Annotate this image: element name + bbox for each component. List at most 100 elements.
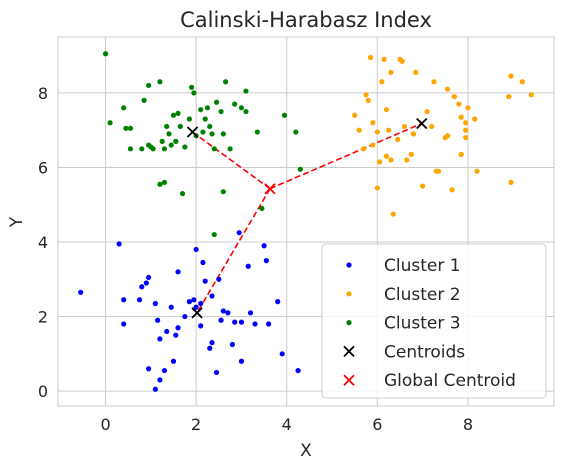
cluster-2-point — [388, 157, 394, 163]
global-centroid-marker-stroke — [264, 183, 276, 195]
cluster-3-point — [186, 116, 192, 122]
cluster-1-point — [157, 377, 163, 383]
cluster-2-point — [370, 142, 376, 148]
cluster-3-point — [102, 51, 109, 57]
cluster-2-point — [429, 123, 435, 130]
centroid-marker-stroke — [416, 117, 428, 130]
cluster-2-point — [508, 179, 514, 185]
cluster-3-point — [189, 84, 195, 90]
y-axis-label: Y — [7, 216, 27, 228]
y-tick-label: 0 — [38, 382, 48, 401]
cluster-1-point — [143, 280, 149, 286]
cluster-2-point — [395, 136, 401, 143]
cluster-3-point — [211, 146, 217, 152]
cluster-1-point — [152, 300, 158, 307]
cluster-2-point — [472, 116, 478, 122]
chart-title: Calinski-Harabasz Index — [180, 8, 432, 32]
legend-label: Global Centroid — [384, 371, 516, 391]
cluster-1-point — [139, 284, 145, 290]
cluster-1-point — [182, 313, 188, 320]
legend-box — [321, 243, 547, 399]
cluster-2-point — [463, 135, 469, 141]
cluster-2-point — [370, 120, 376, 126]
cluster-3-point — [213, 99, 220, 105]
cluster-3-point — [281, 112, 288, 118]
legend-marker — [346, 320, 352, 326]
cluster-3-point — [141, 97, 147, 103]
legend-label: Cluster 1 — [384, 256, 461, 276]
cluster-2-point — [377, 159, 383, 165]
cluster-1-point — [275, 299, 281, 305]
cluster-3-point — [200, 129, 206, 135]
cluster-1-point — [175, 325, 181, 331]
cluster-1-point — [263, 258, 269, 264]
legend-marker — [343, 345, 355, 358]
legend: Cluster 1 Cluster 2 Cluster 3 Centroids Glob… — [321, 243, 547, 399]
cluster-3-point — [220, 189, 226, 195]
cluster-1-point — [193, 246, 199, 253]
cluster-3-point — [182, 144, 188, 150]
cluster-3-point — [161, 179, 168, 185]
cluster-3-point — [170, 112, 177, 118]
cluster-3-point — [243, 108, 249, 115]
cluster-3-point — [207, 123, 213, 130]
cluster-2-point — [463, 127, 469, 133]
cluster-3-point — [127, 125, 134, 131]
cluster-3-point — [191, 90, 197, 96]
x-tick-label: 2 — [191, 415, 201, 434]
cluster-3-point — [218, 108, 224, 115]
cluster-3-point — [297, 166, 303, 172]
cluster-2-point — [424, 108, 430, 115]
cluster-3-point — [166, 131, 172, 137]
cluster-3-point — [209, 131, 215, 137]
cluster-3-point — [157, 79, 163, 85]
cluster-1-point — [209, 340, 215, 346]
x-axis-label: X — [300, 441, 312, 461]
x-tick-label: 6 — [372, 415, 382, 434]
cluster-1-point — [136, 297, 143, 303]
cluster-1-point — [193, 304, 199, 310]
cluster-2-point — [519, 79, 525, 85]
cluster-3-point — [164, 123, 170, 130]
cluster-1-point — [164, 328, 170, 335]
global-centroid-marker — [264, 183, 276, 195]
cluster-3-point — [159, 138, 165, 144]
cluster-2-point — [420, 183, 426, 189]
legend-label: Cluster 3 — [384, 314, 461, 334]
cluster-2-point — [451, 94, 457, 100]
cluster-1-point — [186, 299, 192, 305]
cluster-1-point — [236, 230, 242, 236]
cluster-3-point — [121, 105, 127, 111]
centroid-link-line — [196, 188, 271, 314]
cluster-1-point — [121, 297, 127, 303]
cluster-3-point — [204, 105, 211, 111]
cluster-1-point — [198, 323, 204, 329]
cluster-1-point — [157, 336, 163, 342]
x-tick-label: 4 — [282, 415, 292, 434]
cluster-3-point — [139, 146, 145, 152]
centroid-marker — [186, 126, 199, 138]
cluster-3-point — [107, 120, 113, 126]
cluster-1-point — [266, 321, 272, 327]
cluster-1-point — [261, 243, 267, 249]
tick-labels: 0 2 4 6 8 0 2 4 6 8 — [38, 84, 473, 434]
cluster-1-point — [225, 310, 231, 316]
cluster-1-point — [220, 308, 226, 314]
cluster-1-point — [116, 241, 122, 247]
cluster-1-point — [200, 259, 206, 266]
cluster-1-point — [207, 345, 213, 351]
cluster-2-point — [463, 120, 469, 126]
cluster-3-point — [150, 146, 156, 152]
cluster-2-point — [506, 94, 512, 100]
cluster-1-point — [213, 369, 220, 376]
cluster-3-point — [243, 88, 249, 94]
legend-marker — [346, 262, 352, 268]
cluster-3-point — [177, 123, 183, 130]
cluster-1-point — [216, 276, 222, 282]
cluster-2-point — [388, 69, 394, 76]
cluster-2-point — [383, 107, 390, 113]
legend-label: Centroids — [384, 342, 465, 362]
cluster-1-point — [145, 366, 152, 372]
cluster-2-point — [363, 92, 369, 98]
cluster-3-point — [157, 181, 163, 187]
